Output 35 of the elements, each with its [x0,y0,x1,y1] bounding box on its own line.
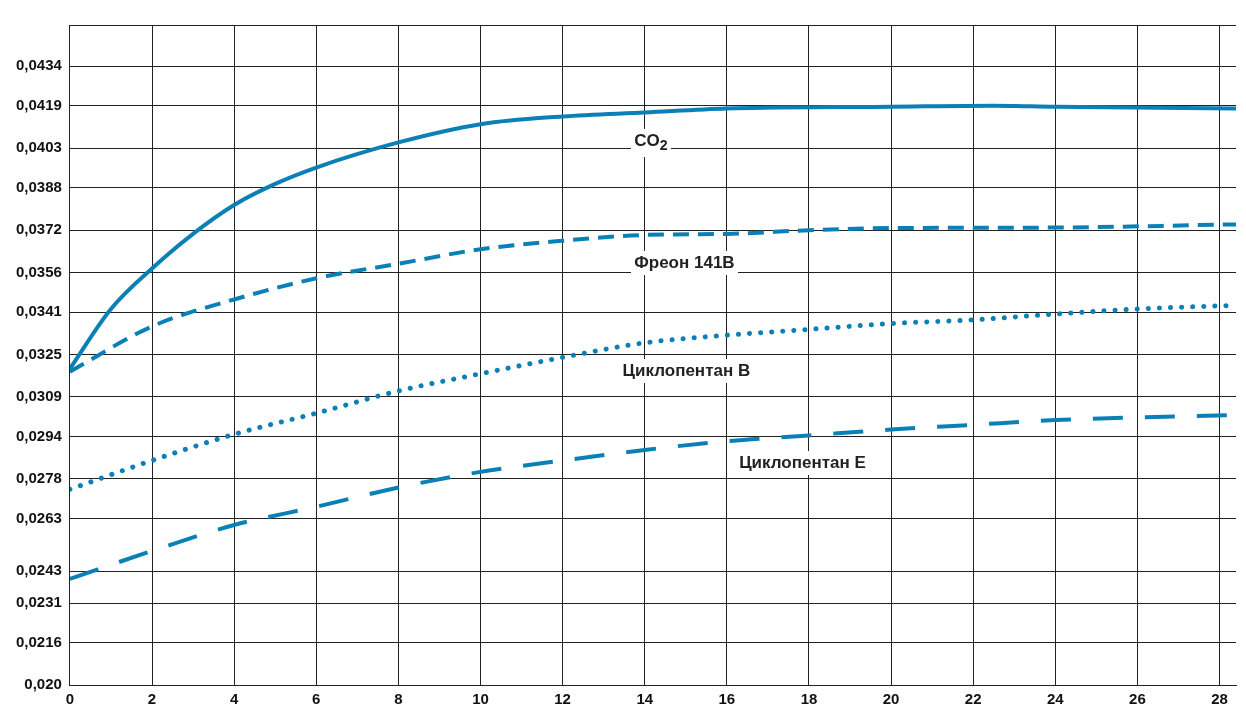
y-tick-label: 0,0341 [15,302,62,320]
y-tick-label: 0,0263 [15,508,62,526]
x-tick-label: 14 [636,690,654,708]
x-tick-label: 26 [1129,690,1146,708]
x-tick-label: 28 [1211,690,1228,708]
x-tick-label: 0 [65,690,75,708]
series-label: Фреон 141B [631,250,738,275]
y-tick-label: 0,0403 [15,138,62,156]
y-tick-label: 0,0216 [15,632,62,650]
y-tick-label: 0,0243 [15,561,62,579]
x-tick-label: 22 [964,690,982,708]
x-tick-label: 2 [147,690,157,708]
y-tick-label: 0,0309 [15,386,62,404]
y-tick-label: 0,0231 [15,593,62,611]
x-tick-label: 6 [312,690,321,708]
x-tick-label: 24 [1046,690,1065,708]
x-tick-label: 16 [718,690,736,708]
y-tick-label: 0,0419 [15,96,62,114]
x-tick-label: 18 [800,690,818,708]
y-tick-label: 0,0278 [15,468,62,486]
y-tick-label: 0,0372 [15,220,62,238]
y-tick-label: 0,0388 [15,178,62,196]
x-tick-label: 12 [554,690,571,708]
x-tick-label: 4 [229,690,239,708]
series-label: Циклопентан E [736,451,869,476]
y-tick-label: 0,0356 [15,262,62,280]
series-label: CO$_{2}$ [631,128,671,157]
x-tick-label: 8 [394,690,403,708]
x-tick-label: 10 [472,690,489,708]
y-tick-label: 0,0434 [15,56,63,74]
series-label: Циклопентан B [619,358,754,383]
y-tick-label: 0,0294 [15,426,63,444]
y-tick-label: 0,020 [24,675,62,693]
y-tick-label: 0,0325 [15,344,62,362]
x-tick-label: 20 [882,690,900,708]
